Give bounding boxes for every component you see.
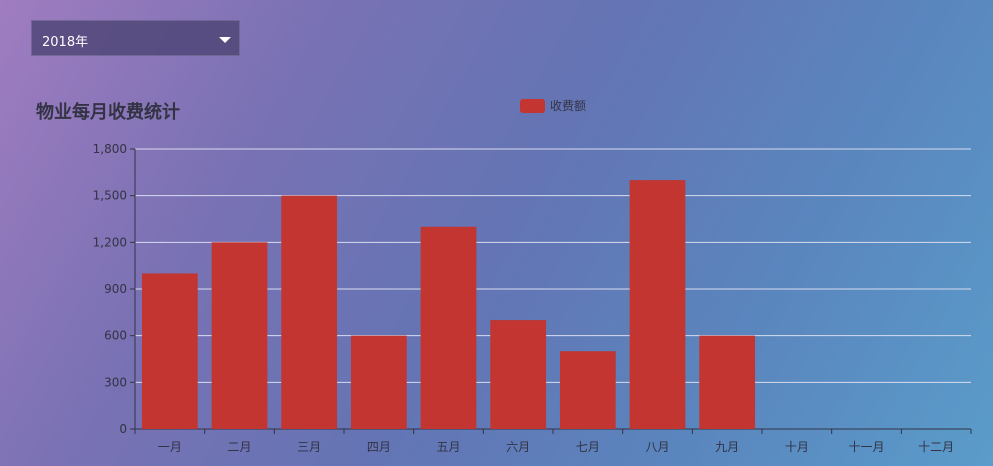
- bar[interactable]: [281, 195, 338, 429]
- x-tick-label: 十月: [785, 440, 809, 454]
- chart-title: 物业每月收费统计: [36, 102, 180, 123]
- bar[interactable]: [141, 273, 198, 429]
- y-tick-label: 300: [104, 375, 127, 389]
- x-tick-label: 十二月: [918, 440, 954, 454]
- x-tick-label: 十一月: [848, 440, 884, 454]
- x-tick-label: 三月: [297, 440, 321, 454]
- x-tick-label: 四月: [367, 440, 391, 454]
- bar[interactable]: [629, 180, 686, 429]
- legend-label[interactable]: 收费额: [550, 99, 587, 113]
- x-tick-label: 一月: [158, 440, 182, 454]
- x-tick-label: 七月: [576, 440, 600, 454]
- bar[interactable]: [699, 335, 756, 429]
- bar[interactable]: [490, 320, 547, 429]
- y-tick-label: 1,800: [93, 142, 127, 156]
- legend[interactable]: 收费额: [520, 97, 586, 114]
- x-tick-label: 五月: [436, 440, 460, 454]
- x-tick-label: 八月: [645, 440, 669, 454]
- x-tick-label: 九月: [715, 440, 739, 454]
- bar[interactable]: [211, 242, 268, 429]
- bar[interactable]: [350, 335, 407, 429]
- year-select[interactable]: 2018年: [31, 20, 240, 56]
- legend-swatch[interactable]: [520, 98, 545, 113]
- y-tick-label: 1,200: [93, 235, 127, 249]
- bar[interactable]: [420, 226, 477, 429]
- chevron-down-icon[interactable]: [219, 37, 231, 43]
- year-select-value: 2018年: [42, 35, 89, 50]
- y-tick-label: 0: [119, 422, 127, 436]
- x-tick-label: 六月: [506, 440, 530, 454]
- x-tick-label: 二月: [227, 440, 251, 454]
- bar[interactable]: [559, 351, 616, 429]
- y-tick-label: 1,500: [93, 189, 127, 203]
- y-tick-label: 900: [104, 282, 127, 296]
- y-tick-label: 600: [104, 329, 127, 343]
